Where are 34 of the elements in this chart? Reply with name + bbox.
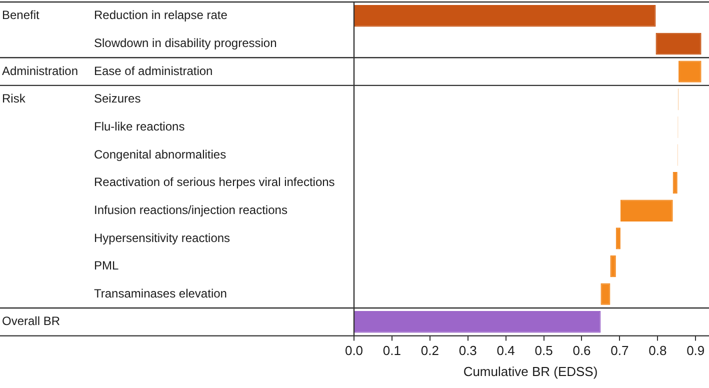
bar [600,283,610,305]
x-tick-label: 0.7 [610,343,629,358]
y-tick-label: Slowdown in disability progression [94,36,277,50]
bar [678,60,702,82]
y-tick-label: Reactivation of serious herpes viral infections [94,175,335,190]
x-tick-label: 0.9 [686,343,705,358]
x-tick-label: 0.2 [420,343,439,358]
y-tick-label: Flu-like reactions [94,119,185,134]
y-tick-label: Hypersensitivity reactions [94,230,230,245]
y-tick-label: Congenital abnormalities [94,147,226,162]
x-tick-label: 0.6 [572,343,591,358]
text: Benefit [2,8,40,22]
bar [616,228,620,250]
y-tick-label: Reduction in relapse rate [94,8,228,22]
x-tick-label: 0.0 [344,343,364,358]
bar [354,5,656,27]
y-tick-label: Ease of administration [94,64,213,78]
bar [354,311,601,333]
bar [672,172,678,194]
x-tick-label: 0.4 [496,343,515,358]
x-tick-label: 0.5 [534,343,553,358]
y-tick-label: PML [94,258,119,273]
x-tick-label: 0.3 [458,343,477,358]
y-tick-label: Infusion reactions/injection reactions [94,202,288,217]
x-tick-label: 0.1 [382,343,401,358]
bar [620,200,673,222]
y-tick-label: Transaminases elevation [94,286,227,300]
y-tick-label: Seizures [94,92,141,106]
text: Overall BR [2,314,60,328]
x-axis-title: Cumulative BR (EDSS) [463,364,598,379]
text: Administration [2,64,78,78]
bar [656,32,702,55]
x-tick-label: 0.8 [648,343,667,358]
text: Risk [2,92,26,106]
